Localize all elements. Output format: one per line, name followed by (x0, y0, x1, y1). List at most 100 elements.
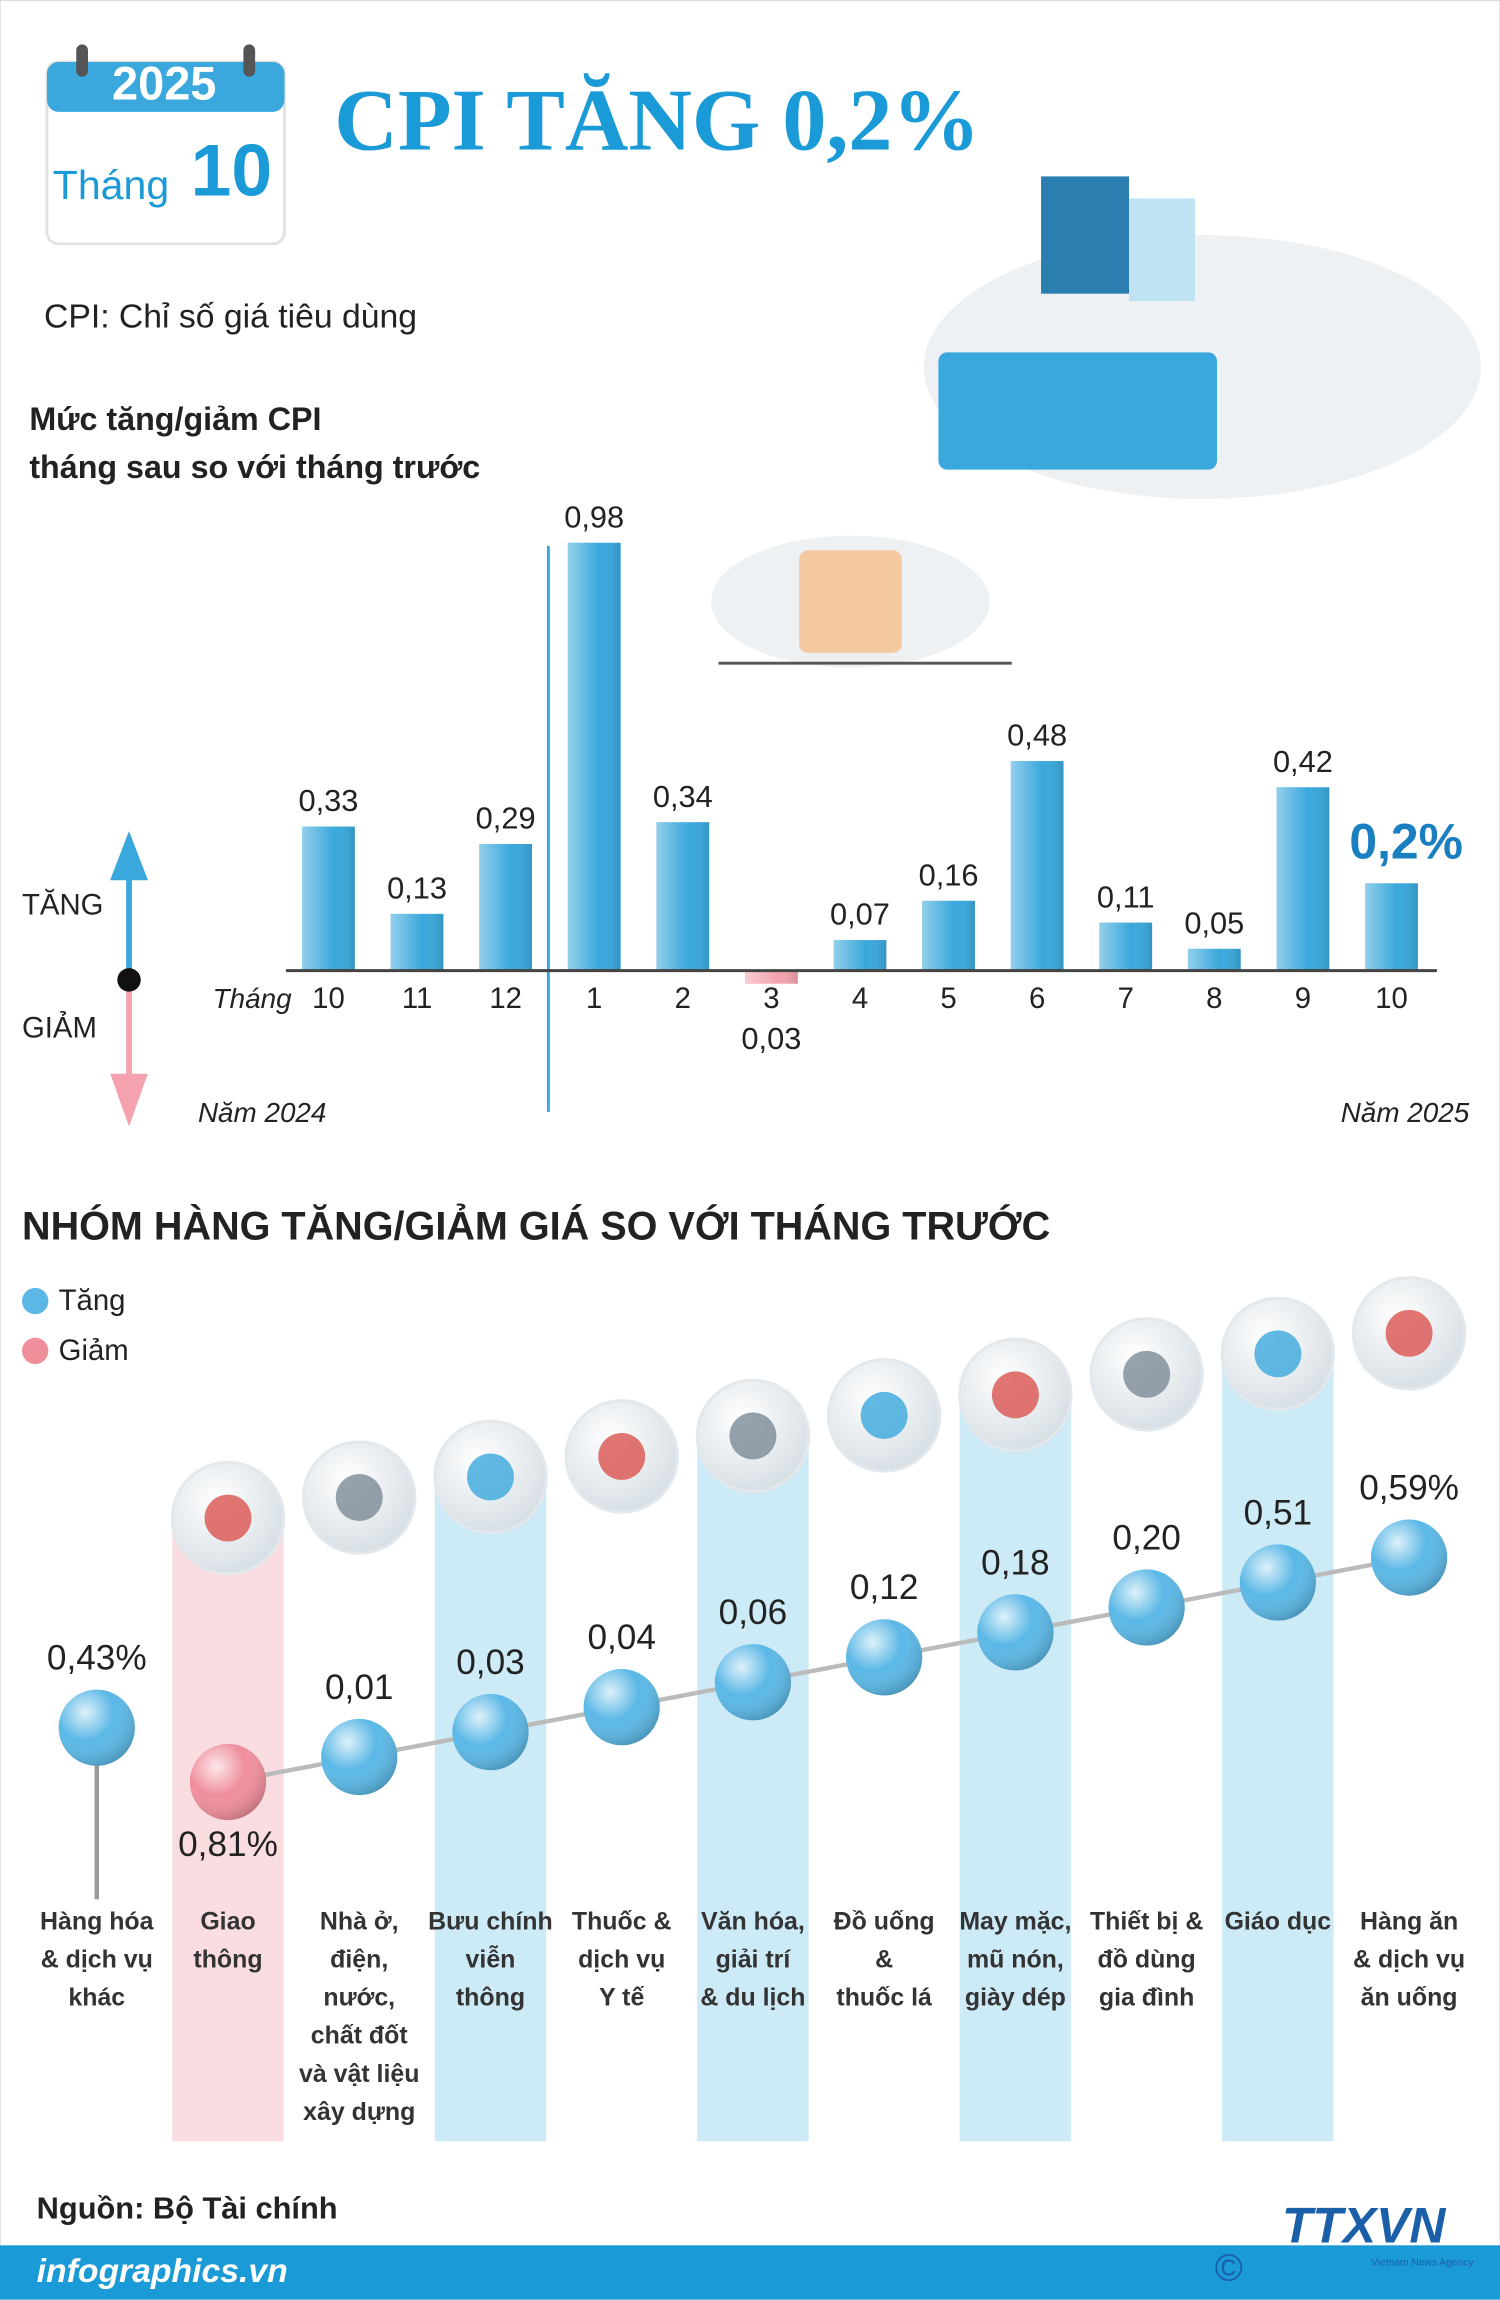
value-label: 0,43% (47, 1639, 147, 1678)
value-label: 0,48 (1007, 718, 1067, 753)
bar-shade (922, 900, 975, 971)
value-label: 0,98 (564, 499, 624, 534)
bar-shade (833, 940, 887, 971)
value-label: 0,12 (850, 1568, 919, 1607)
up-arrow (110, 830, 148, 980)
category-label: gia đình (1099, 1984, 1194, 2012)
category-label: giải trí (716, 1945, 792, 1973)
column-band (959, 1380, 1072, 2142)
bar-shade (1365, 883, 1418, 971)
x-tick-label: 12 (489, 982, 522, 1015)
category-label: điện, (330, 1945, 388, 1973)
category-label: Hàng hóa (40, 1907, 155, 1935)
dot-shade (583, 1669, 660, 1746)
category-label: Bưu chính (428, 1907, 553, 1935)
calendar-ring (243, 44, 256, 77)
value-label: 0,18 (981, 1543, 1050, 1582)
bar-shade (390, 913, 444, 971)
category-label: Văn hóa, (701, 1907, 805, 1935)
title: CPI TĂNG 0,2% (334, 73, 980, 170)
calendar-month-label: Tháng (53, 162, 169, 208)
category-label: mũ nón, (967, 1945, 1064, 1973)
legend-label: Tăng (59, 1284, 126, 1317)
bar-shade (1187, 948, 1241, 971)
dot-shade (321, 1718, 398, 1796)
x-tick-label: 1 (586, 982, 602, 1015)
x-tick-label: 5 (940, 982, 956, 1015)
dot-shade (1108, 1569, 1185, 1646)
category-label: thuốc lá (836, 1984, 932, 2012)
value-label: 0,06 (719, 1593, 788, 1632)
charts: Mức tăng/giảm CPI tháng sau so với tháng … (21, 401, 1470, 2142)
category-label: dịch vụ (578, 1945, 665, 1973)
category-label: Y tế (599, 1984, 644, 2012)
illustration-screen (1041, 176, 1130, 294)
legend-marker (21, 1287, 49, 1315)
category-label: chất đốt (311, 2022, 408, 2050)
direction-label: GIẢM (22, 1011, 97, 1045)
illustration-shelf (1129, 198, 1196, 302)
category-label: & dịch vụ (41, 1945, 153, 1973)
value-label: 0,07 (830, 897, 890, 932)
x-tick-label: 10 (312, 982, 345, 1015)
category-label: & dịch vụ (1353, 1945, 1465, 1973)
down-arrow (110, 979, 148, 1127)
bar-shade (479, 844, 533, 971)
dot-shade (452, 1693, 529, 1771)
x-tick-label: 7 (1118, 982, 1134, 1015)
bar-shade (302, 826, 355, 971)
category-icon-glyph (1123, 1350, 1171, 1398)
x-tick-label: 3 (763, 982, 779, 1015)
value-label: 0,2% (1349, 813, 1463, 869)
bar-shade (567, 542, 621, 971)
legend-label: Giảm (59, 1334, 129, 1367)
category-label: viễn (466, 1943, 516, 1973)
bar-shade (656, 822, 710, 971)
category-label: thông (193, 1945, 262, 1973)
x-tick-label: 8 (1206, 982, 1222, 1015)
x-tick-label: 6 (1029, 982, 1045, 1015)
value-label: 0,03 (741, 1021, 801, 1056)
column-band (1222, 1339, 1334, 2142)
category-label: xây dựng (303, 2098, 415, 2126)
value-label: 0,16 (919, 857, 979, 892)
category-label: Hàng ăn (1360, 1907, 1458, 1935)
bar-shade (744, 970, 798, 984)
x-tick-label: 2 (675, 982, 691, 1015)
value-label: 0,42 (1273, 744, 1333, 779)
period-label: Năm 2025 (1341, 1097, 1470, 1128)
category-label: Đồ uống (834, 1907, 935, 1935)
category-icon-glyph (729, 1412, 777, 1460)
category-icon-glyph (1385, 1309, 1433, 1357)
category-label: đồ dùng (1098, 1945, 1196, 1973)
origin-dot (117, 968, 141, 992)
column-band (697, 1421, 809, 2142)
column-band (172, 1503, 284, 2142)
value-label: 0,05 (1184, 905, 1244, 940)
x-axis-label: Tháng (213, 983, 292, 1014)
chart-title: NHÓM HÀNG TĂNG/GIẢM GIÁ SO VỚI THÁNG TRƯ… (22, 1205, 1050, 1249)
value-label: 0,59% (1359, 1468, 1459, 1507)
category-label: Giao (200, 1907, 255, 1935)
value-label: 0,34 (653, 779, 713, 814)
value-label: 0,33 (298, 783, 358, 818)
category-label: May mặc, (959, 1907, 1071, 1935)
value-label: 0,29 (476, 801, 536, 836)
bar-shade (1099, 922, 1153, 971)
category-label: Thuốc & (572, 1907, 672, 1935)
footer-band (0, 2245, 1500, 2300)
value-label: 0,01 (325, 1668, 394, 1707)
value-label: 0,03 (456, 1643, 525, 1682)
chart-title: tháng sau so với tháng trước (29, 449, 480, 485)
copyright: © (1215, 2246, 1243, 2289)
bar-shade (1010, 761, 1064, 971)
column-band (434, 1462, 547, 2142)
category-label: thông (456, 1984, 525, 2012)
source: Nguồn: Bộ Tài chính (37, 2190, 338, 2225)
agency-en: Vietnam News Agency (1371, 2258, 1474, 2269)
category-icon-glyph (335, 1474, 383, 1521)
category-icon-glyph (467, 1453, 514, 1501)
connector (227, 1555, 1410, 1785)
